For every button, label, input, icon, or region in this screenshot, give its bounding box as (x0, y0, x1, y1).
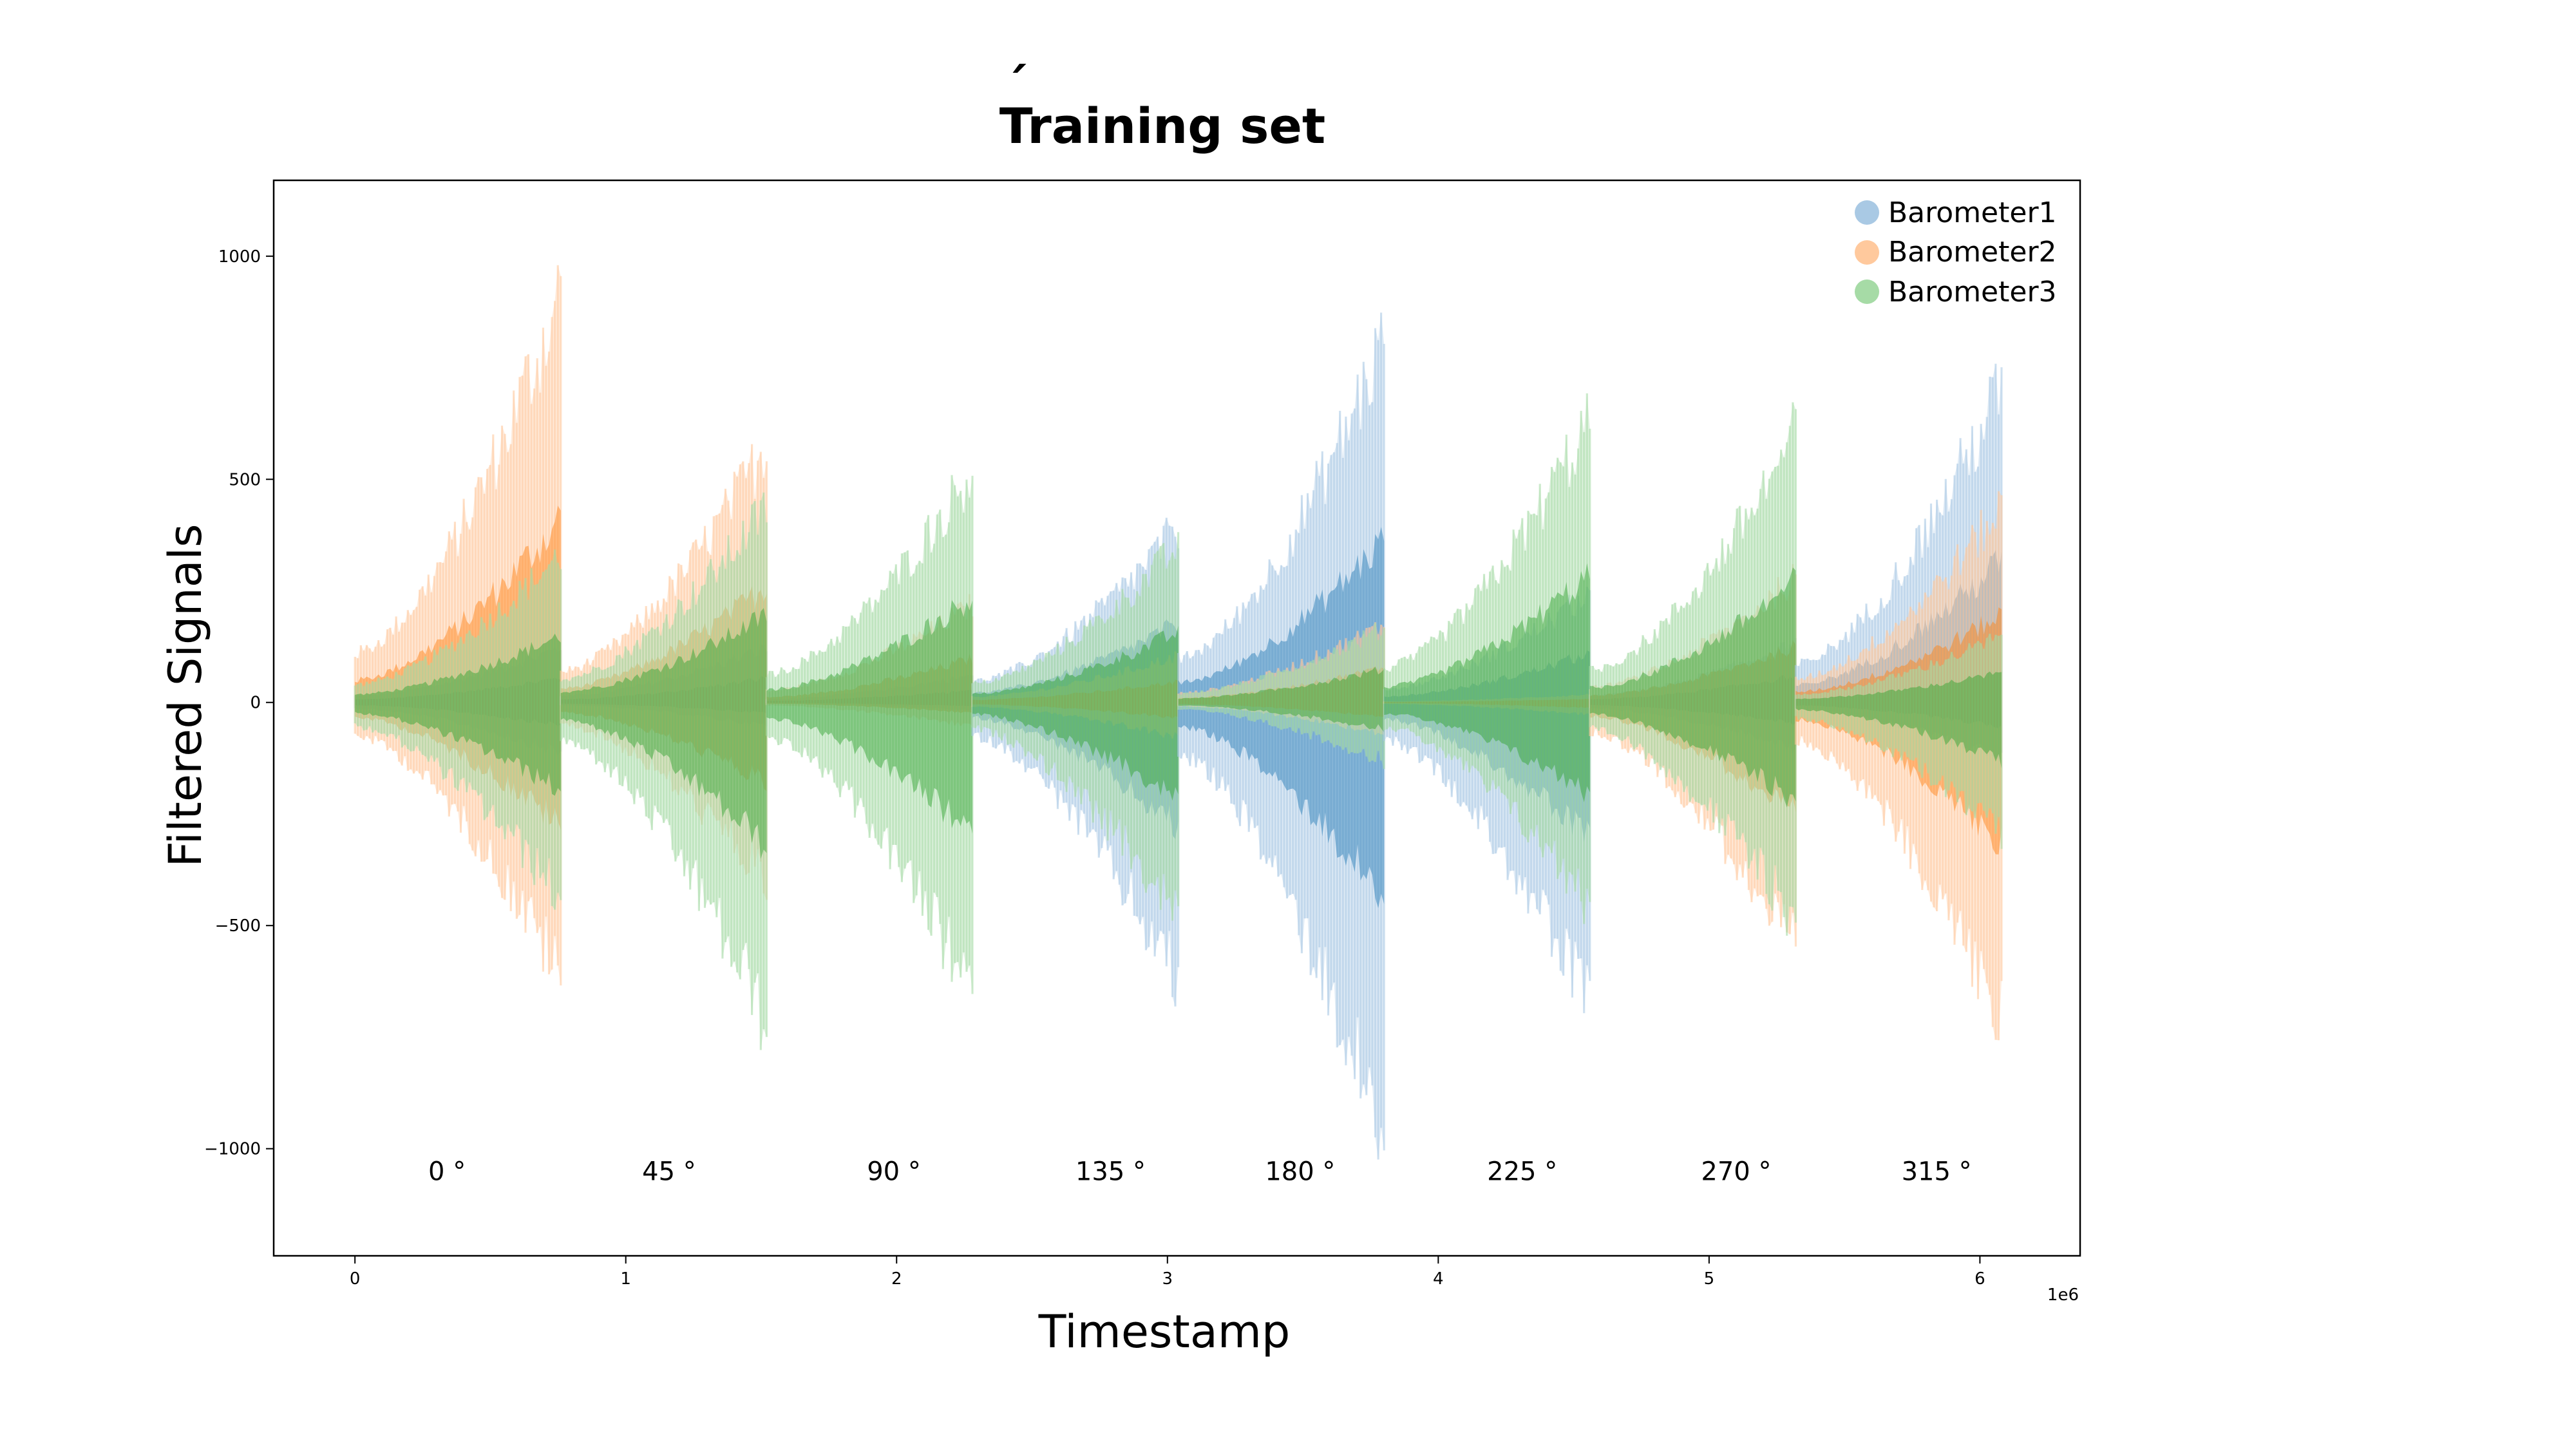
band-envelope-barometer3 (1795, 634, 2002, 849)
band-envelope-barometer3 (766, 475, 972, 994)
y-axis: −1000 −500 0 500 1000 (204, 247, 274, 1159)
title-mark: ´ (1004, 57, 1028, 115)
band-envelope-barometer3 (1589, 402, 1796, 936)
y-tick-label: −500 (215, 916, 261, 936)
band-envelope-barometer2 (766, 594, 972, 726)
band-core-barometer3 (1589, 567, 1796, 808)
x-tick-label: 4 (1433, 1269, 1444, 1289)
segment-annotations: 0 ° 45 ° 90 ° 135 ° 180 ° 225 ° 270 ° 315 ° (428, 1157, 1972, 1186)
x-offset-text: 1e6 (2047, 1285, 2079, 1305)
segment-label-3: 135 ° (1075, 1157, 1146, 1186)
band-envelope-barometer3 (972, 532, 1179, 921)
band-envelope-barometer3 (560, 492, 767, 1050)
band-envelope-barometer1 (1178, 312, 1385, 1160)
legend-label-barometer2: Barometer2 (1888, 236, 2057, 269)
segment-3 (971, 517, 1180, 1007)
band-envelope-barometer2 (1795, 491, 2002, 1041)
x-tick-label: 6 (1975, 1269, 1985, 1289)
band-core-barometer3 (355, 633, 561, 796)
segment-label-6: 270 ° (1701, 1157, 1771, 1186)
plot-frame (272, 179, 2081, 1257)
segment-label-5: 225 ° (1487, 1157, 1557, 1186)
x-axis: 0 1 2 3 4 5 6 (350, 1256, 1985, 1289)
y-tick-label: 1000 (218, 247, 261, 267)
band-envelope-barometer3 (1384, 393, 1590, 924)
segment-4 (1177, 312, 1385, 1160)
band-core-barometer1 (1795, 550, 2002, 728)
y-axis-label: Filtered Signals (159, 524, 212, 867)
segment-label-0: 0 ° (428, 1157, 466, 1186)
band-envelope-barometer1 (1384, 587, 1590, 1014)
segment-label-7: 315 ° (1902, 1157, 1972, 1186)
segment-label-2: 90 ° (867, 1157, 921, 1186)
band-envelope-barometer1 (1795, 363, 2002, 760)
segment-1 (560, 444, 768, 1050)
x-tick-label: 2 (891, 1269, 902, 1289)
segment-0 (354, 265, 562, 986)
x-tick-label: 1 (620, 1269, 631, 1289)
y-tick-label: 500 (229, 470, 261, 489)
band-core-barometer3 (766, 600, 972, 834)
chart-title: Training set (999, 97, 1326, 155)
segment-6 (1589, 402, 1797, 947)
band-core-barometer3 (560, 608, 767, 859)
y-tick-label: −1000 (204, 1140, 261, 1159)
series-bands (354, 265, 2003, 1160)
legend-label-barometer1: Barometer1 (1888, 196, 2057, 229)
legend: Barometer1 Barometer2 Barometer3 (1855, 196, 2057, 308)
band-envelope-barometer3 (1178, 623, 1385, 770)
band-core-barometer3 (1795, 671, 2002, 769)
y-tick-label: 0 (250, 694, 261, 713)
segment-label-4: 180 ° (1265, 1157, 1335, 1186)
band-core-barometer3 (1384, 563, 1590, 802)
segment-label-1: 45 ° (642, 1157, 696, 1186)
band-core-barometer2 (766, 654, 972, 714)
band-core-barometer3 (1178, 667, 1385, 733)
segment-2 (765, 475, 974, 994)
band-envelope-barometer2 (355, 265, 561, 986)
legend-marker-barometer1 (1855, 200, 1879, 225)
segment-7 (1794, 363, 2003, 1041)
legend-label-barometer3: Barometer3 (1888, 276, 2057, 308)
band-core-barometer3 (972, 625, 1179, 801)
x-tick-label: 3 (1162, 1269, 1173, 1289)
legend-marker-barometer2 (1855, 240, 1879, 265)
x-tick-label: 5 (1704, 1269, 1715, 1289)
x-tick-label: 0 (350, 1269, 361, 1289)
band-envelope-barometer3 (355, 549, 561, 910)
segment-5 (1383, 393, 1591, 1014)
legend-marker-barometer3 (1855, 279, 1879, 304)
x-axis-label: Timestamp (1038, 1305, 1291, 1358)
